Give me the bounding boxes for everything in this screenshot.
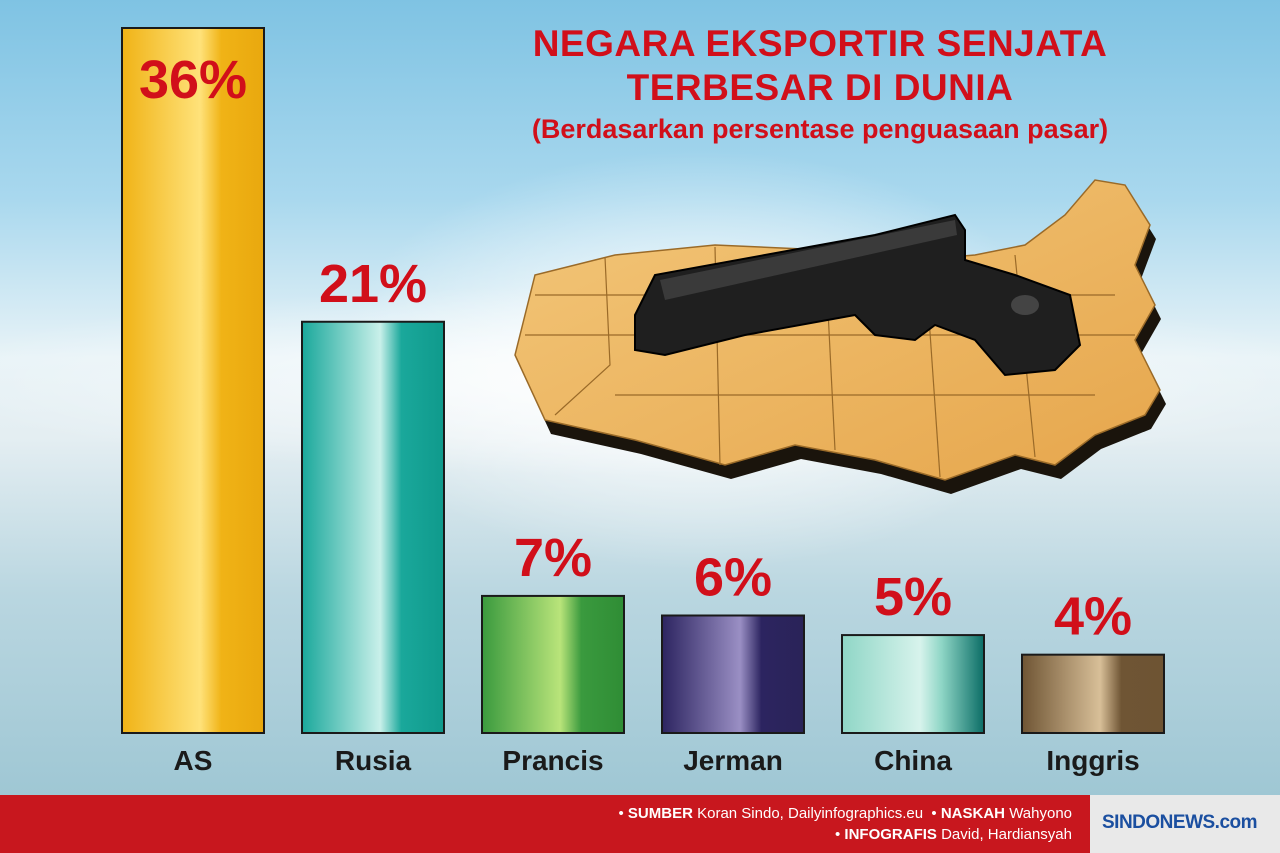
- chart-title-block: NEGARA EKSPORTIR SENJATA TERBESAR DI DUN…: [470, 22, 1170, 146]
- category-label-prancis: Prancis: [502, 745, 603, 776]
- chart-subtitle: (Berdasarkan persentase penguasaan pasar…: [531, 114, 1109, 144]
- source-value: Koran Sindo, Dailyinfographics.eu: [697, 805, 924, 822]
- bar-inggris: [1021, 653, 1165, 735]
- credits-line-2: • INFOGRAFIS David, Hardiansyah: [835, 826, 1072, 843]
- category-label-china: China: [874, 745, 952, 776]
- category-label-inggris: Inggris: [1046, 745, 1139, 776]
- bar-china: [841, 634, 985, 734]
- value-label-prancis: 7%: [514, 528, 592, 588]
- bar-jerman: [661, 614, 805, 734]
- value-label-rusia: 21%: [319, 254, 427, 314]
- category-label-rusia: Rusia: [335, 745, 412, 776]
- pistol-shape: [634, 213, 1082, 377]
- bar-rusia: [301, 320, 445, 734]
- graphics-label: INFOGRAFIS: [844, 826, 937, 843]
- writer-label: NASKAH: [940, 805, 1006, 822]
- value-label-jerman: 6%: [694, 548, 772, 608]
- footer-bar: • SUMBER Koran Sindo, Dailyinfographics.…: [0, 795, 1280, 853]
- chart-title-line-1: NEGARA EKSPORTIR SENJATA: [532, 23, 1108, 64]
- pistol-on-usa-map-icon: [514, 179, 1166, 494]
- bar-prancis: [481, 594, 625, 735]
- source-label: SUMBER: [627, 805, 693, 822]
- value-label-as: 36%: [139, 50, 247, 110]
- bar-as: [121, 27, 265, 734]
- value-label-china: 5%: [874, 567, 952, 627]
- category-label-jerman: Jerman: [683, 745, 783, 776]
- chart-title-line-2: TERBESAR DI DUNIA: [626, 67, 1014, 108]
- logo-box: SINDONEWS.com: [1090, 795, 1280, 853]
- bar-chart: 36% AS 21% Rusia 7% Prancis 6% Jerman 5% China 4% I…: [121, 27, 1165, 776]
- graphics-value: David, Hardiansyah: [941, 826, 1072, 843]
- credits: • SUMBER Koran Sindo, Dailyinfographics.…: [619, 803, 1073, 845]
- sindonews-logo: SINDONEWS.com: [1102, 812, 1258, 833]
- credits-line-1: • SUMBER Koran Sindo, Dailyinfographics.…: [618, 805, 1073, 822]
- category-label-as: AS: [174, 745, 213, 776]
- value-label-inggris: 4%: [1054, 587, 1132, 647]
- writer-value: Wahyono: [1009, 805, 1072, 822]
